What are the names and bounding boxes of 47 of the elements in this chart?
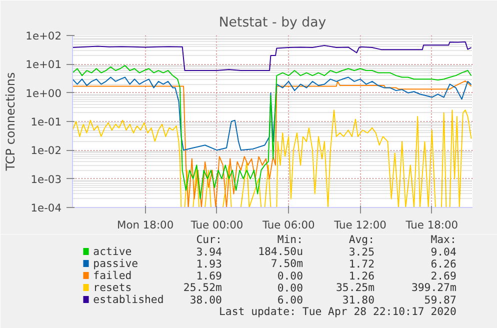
legend-label: resets	[93, 281, 132, 294]
text: Max:	[430, 233, 456, 246]
text: Last update: Tue Apr 28 22:10:17 2020	[218, 305, 456, 318]
text: 59.87	[424, 294, 456, 306]
legend-label: failed	[93, 269, 132, 282]
text: 31.80	[342, 294, 375, 306]
line-series	[72, 41, 472, 72]
x-tick-label: Tue 12:00	[333, 218, 387, 232]
text: Avg:	[348, 233, 375, 246]
chart-title: Netstat - by day	[218, 16, 326, 30]
text: 3.25	[348, 246, 375, 258]
text: 0.00	[277, 282, 303, 294]
y-tick-label: 1e-04	[30, 202, 62, 214]
text: 1.69	[196, 270, 222, 282]
text: 3.94	[196, 246, 222, 258]
text: 1.72	[348, 258, 375, 270]
y-tick-label: 1e+01	[26, 58, 62, 72]
text: 2.69	[430, 270, 456, 282]
text: 184.50u	[258, 245, 303, 258]
y-tick-label: 1e+02	[26, 30, 62, 42]
legend-label: established	[93, 293, 164, 306]
text: 0.00	[277, 270, 303, 282]
y-axis-title: TCP connections	[4, 72, 18, 172]
text: 25.52m	[183, 281, 222, 294]
text: 399.27m	[411, 281, 456, 294]
text: 9.04	[430, 246, 456, 258]
text: 38.00	[190, 294, 222, 306]
legend-label: passive	[93, 257, 138, 270]
text: 6.00	[277, 294, 303, 306]
text: 1.93	[196, 258, 222, 270]
legend-label: active	[93, 245, 132, 258]
x-tick-label: Mon 18:00	[117, 218, 174, 232]
text: Cur:	[196, 233, 222, 246]
text: Min:	[277, 233, 303, 246]
y-tick-label: 1e-01	[30, 116, 62, 128]
x-tick-label: Tue 06:00	[261, 218, 315, 232]
text: 6.26	[430, 258, 456, 270]
x-tick-label: Tue 18:00	[404, 218, 458, 232]
x-tick-label: Tue 00:00	[190, 218, 244, 232]
text: 7.50m	[270, 257, 303, 270]
y-tick-label: 1e-02	[30, 144, 62, 158]
text: 1.26	[348, 270, 375, 282]
text: 35.25m	[336, 281, 375, 294]
line-series	[72, 76, 472, 151]
y-tick-label: 1e-03	[30, 172, 62, 186]
line-series	[72, 64, 472, 200]
y-tick-label: 1e+00	[26, 86, 62, 100]
